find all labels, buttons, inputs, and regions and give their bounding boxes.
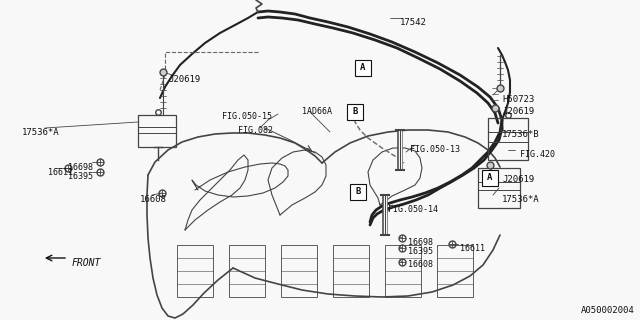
Text: FIG.050-15: FIG.050-15 <box>222 112 272 121</box>
Bar <box>347 104 363 120</box>
Text: 16395: 16395 <box>68 172 93 181</box>
Text: J20619: J20619 <box>502 175 534 184</box>
Text: B: B <box>355 188 361 196</box>
Bar <box>478 168 520 208</box>
Text: FIG.420: FIG.420 <box>520 150 555 159</box>
Bar <box>281 245 317 297</box>
Text: 16698: 16698 <box>68 163 93 172</box>
Text: 16608: 16608 <box>408 260 433 269</box>
Text: B: B <box>352 108 358 116</box>
Bar <box>355 60 371 76</box>
Text: FIG.050-14: FIG.050-14 <box>388 205 438 214</box>
Text: 17536*B: 17536*B <box>502 130 540 139</box>
Bar <box>482 170 498 186</box>
Text: 16698: 16698 <box>408 238 433 247</box>
Text: FRONT: FRONT <box>72 258 101 268</box>
Bar <box>177 245 213 297</box>
Bar <box>333 245 369 297</box>
Text: FIG.082: FIG.082 <box>238 126 273 135</box>
Bar <box>350 184 366 200</box>
Text: J20619: J20619 <box>502 107 534 116</box>
Text: H50723: H50723 <box>502 95 534 104</box>
Text: 16608: 16608 <box>140 195 167 204</box>
Text: 16395: 16395 <box>408 247 433 256</box>
Text: 17542: 17542 <box>400 18 427 27</box>
Text: A: A <box>487 173 493 182</box>
Bar <box>385 245 421 297</box>
Text: A: A <box>360 63 365 73</box>
Text: FIG.050-13: FIG.050-13 <box>410 145 460 154</box>
Bar <box>437 245 473 297</box>
Text: J20619: J20619 <box>168 75 200 84</box>
Text: 1AD66A: 1AD66A <box>302 107 332 116</box>
Text: A050002004: A050002004 <box>581 306 635 315</box>
Bar <box>138 115 176 147</box>
Text: 16611: 16611 <box>48 168 73 177</box>
Text: 17536*A: 17536*A <box>22 128 60 137</box>
Bar <box>488 118 528 160</box>
Text: 17536*A: 17536*A <box>502 195 540 204</box>
Text: 16611: 16611 <box>460 244 485 253</box>
Bar <box>229 245 265 297</box>
